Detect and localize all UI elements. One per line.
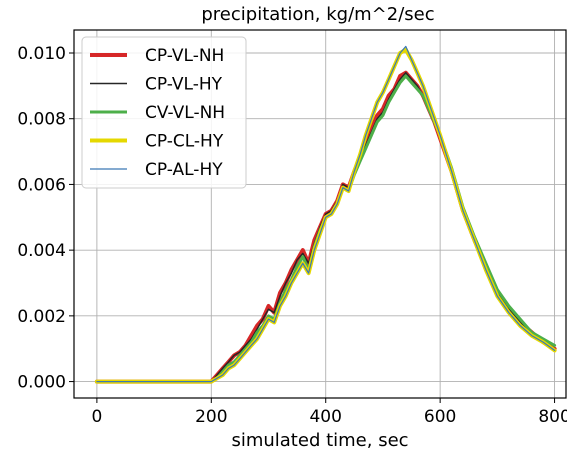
y-tick-label: 0.008 [17, 110, 66, 130]
legend: CP-VL-NH CP-VL-HY CV-VL-NH CP-CL-HY CP-AL-HY [81, 36, 247, 189]
plot-frame [73, 29, 567, 399]
chart-title: precipitation, kg/m^2/sec [201, 4, 434, 25]
x-tick-label: 200 [195, 407, 227, 427]
series-lines [94, 45, 557, 384]
legend-label-cp-al-hy: CP-AL-HY [145, 160, 223, 180]
legend-label-cv-vl-nh: CV-VL-NH [145, 103, 225, 123]
y-axis-ticks: 0.000 0.002 0.004 0.006 0.008 0.010 [17, 44, 74, 393]
x-axis-title: simulated time, sec [231, 430, 408, 451]
x-tick-label: 0 [91, 407, 102, 427]
series-line-cp-al-hy [96, 45, 556, 383]
y-tick-label: 0.002 [17, 307, 66, 327]
x-tick-label: 400 [309, 407, 341, 427]
legend-label-cp-cl-hy: CP-CL-HY [145, 132, 224, 152]
legend-label-cp-vl-nh: CP-VL-NH [145, 46, 224, 66]
y-tick-label: 0.000 [17, 373, 66, 393]
x-tick-label: 600 [424, 407, 456, 427]
y-tick-label: 0.010 [17, 44, 66, 64]
x-tick-label: 800 [538, 407, 567, 427]
legend-label-cp-vl-hy: CP-VL-HY [145, 75, 223, 95]
y-tick-label: 0.006 [17, 175, 66, 195]
legend-box [81, 36, 247, 189]
y-tick-label: 0.004 [17, 241, 66, 261]
x-axis-ticks: 0 200 400 600 800 [91, 398, 567, 427]
